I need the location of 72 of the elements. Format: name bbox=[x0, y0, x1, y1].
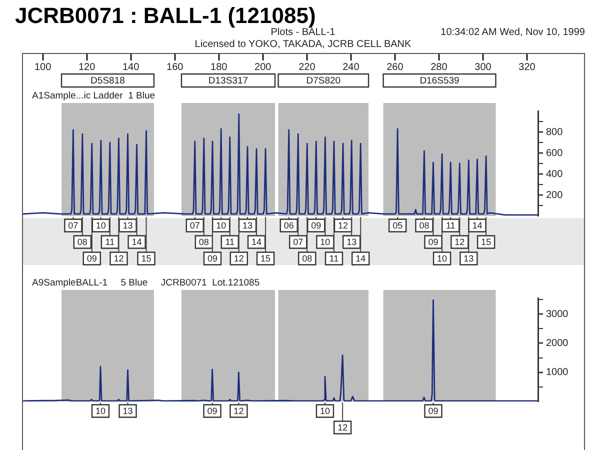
annotation: 14 bbox=[356, 253, 366, 264]
annotation: 08 bbox=[302, 253, 312, 264]
annotation: 08 bbox=[77, 236, 88, 247]
annotation: 14 bbox=[252, 236, 262, 247]
x-tick-label: 320 bbox=[518, 62, 536, 73]
annotation: 10 bbox=[320, 236, 330, 247]
annotation: 11 bbox=[446, 220, 456, 230]
annotation: 12 bbox=[234, 253, 244, 264]
annotation: 14 bbox=[472, 220, 482, 230]
x-tick-label: 240 bbox=[342, 62, 360, 73]
x-tick-label: 260 bbox=[386, 62, 404, 73]
annotation: 10 bbox=[437, 253, 448, 264]
annotation: 09 bbox=[86, 253, 97, 264]
x-tick-label: 180 bbox=[210, 62, 228, 73]
annotation: 11 bbox=[105, 236, 115, 247]
annotation: 07 bbox=[68, 220, 78, 230]
x-tick-label: 140 bbox=[122, 62, 140, 73]
annotation: 09 bbox=[207, 406, 218, 416]
annotation: 12 bbox=[114, 253, 124, 264]
annotation: 13 bbox=[346, 236, 357, 247]
band-label: D7S820 bbox=[306, 76, 341, 87]
annotation: 13 bbox=[464, 253, 474, 264]
x-tick-label: 120 bbox=[78, 62, 96, 73]
y-tick-label: 3000 bbox=[546, 308, 569, 320]
annotation: 09 bbox=[428, 406, 438, 416]
annotation: 15 bbox=[260, 253, 271, 264]
chart-title: JCRB0071 : BALL-1 (121085) bbox=[15, 3, 316, 28]
annotation: 11 bbox=[329, 253, 339, 264]
x-tick-label: 220 bbox=[298, 62, 316, 73]
annotation: 10 bbox=[95, 406, 106, 416]
annotation: 12 bbox=[234, 406, 244, 416]
annotation: 14 bbox=[132, 236, 142, 247]
annotation: 09 bbox=[311, 220, 322, 230]
band-label: D5S818 bbox=[90, 76, 125, 87]
y-tick-label: 400 bbox=[546, 168, 564, 180]
annotation: 15 bbox=[141, 253, 152, 264]
text: Licensed to YOKO, TAKADA, JCRB CELL BANK bbox=[194, 39, 412, 51]
text: 10:34:02 AM Wed, Nov 10, 1999 bbox=[440, 27, 585, 39]
annotation: 13 bbox=[242, 220, 252, 230]
x-tick-label: 300 bbox=[474, 62, 492, 73]
annotation: 05 bbox=[392, 220, 403, 230]
x-tick-label: 160 bbox=[166, 62, 184, 73]
y-tick-label: 1000 bbox=[546, 367, 569, 378]
annotation: 10 bbox=[216, 220, 226, 230]
annotation: 08 bbox=[198, 236, 209, 247]
annotation: 08 bbox=[419, 220, 430, 230]
y-tick-label: 800 bbox=[546, 126, 564, 138]
chart-subtitle: Plots - BALL-1 bbox=[270, 27, 336, 39]
annotation: 07 bbox=[293, 236, 304, 247]
annotation: 12 bbox=[454, 236, 465, 247]
annotation: 13 bbox=[122, 220, 133, 230]
annotation: 09 bbox=[207, 253, 218, 264]
y-tick-label: 200 bbox=[546, 190, 564, 201]
band-label: D16S539 bbox=[420, 76, 460, 87]
annotation: 12 bbox=[338, 422, 348, 432]
annotation: 10 bbox=[320, 406, 330, 416]
band-label: D13S317 bbox=[208, 76, 248, 87]
annotation: 09 bbox=[428, 236, 438, 247]
y-tick-label: 2000 bbox=[546, 338, 569, 349]
annotation: 06 bbox=[284, 220, 294, 230]
x-tick-label: 280 bbox=[430, 62, 448, 73]
annotation: 10 bbox=[96, 220, 106, 230]
text: A9SampleBALL-1 5 Blue JCRB0071 Lot.121085 bbox=[32, 278, 260, 289]
annotation: 13 bbox=[122, 406, 133, 416]
annotation: 07 bbox=[190, 220, 200, 230]
text: A1Sample...ic Ladder 1 Blue bbox=[32, 90, 156, 102]
y-tick-label: 600 bbox=[546, 148, 564, 159]
annotation: 15 bbox=[481, 236, 492, 247]
annotation: 12 bbox=[338, 220, 348, 230]
x-tick-label: 200 bbox=[254, 62, 272, 73]
annotation: 11 bbox=[225, 236, 235, 247]
x-tick-label: 100 bbox=[34, 62, 52, 73]
